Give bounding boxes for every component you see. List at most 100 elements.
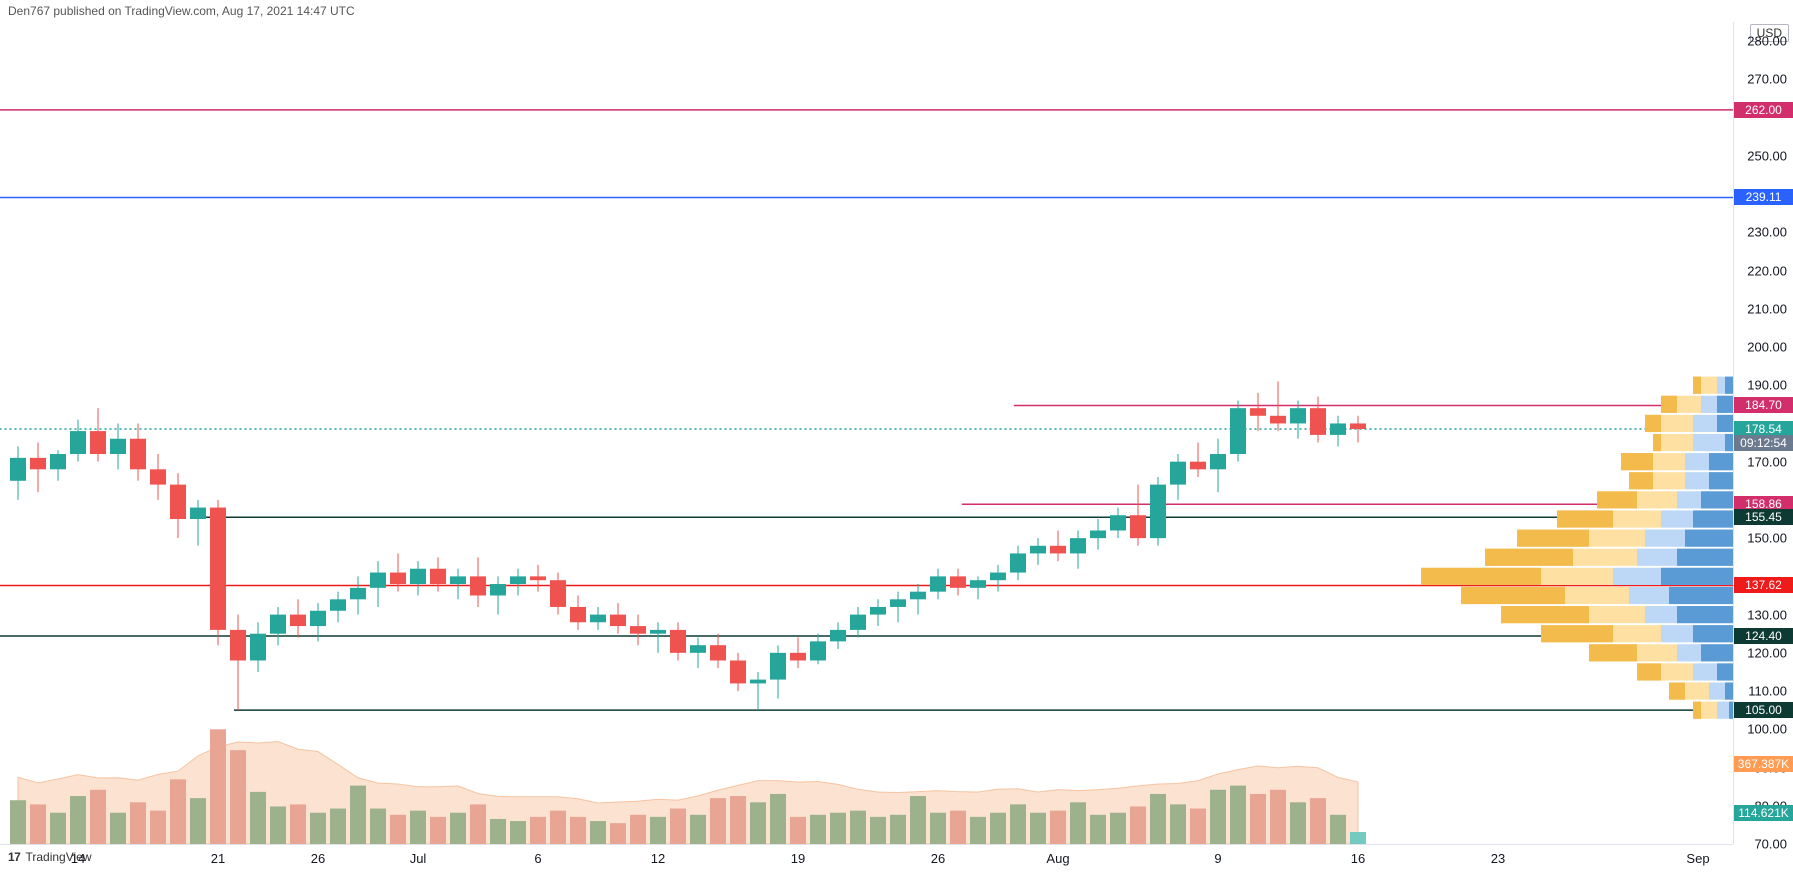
price-tag[interactable]: 367.387K bbox=[1734, 756, 1793, 772]
candle-body[interactable] bbox=[190, 508, 206, 519]
candle-body[interactable] bbox=[850, 615, 866, 630]
volume-bar bbox=[170, 779, 186, 844]
candle-body[interactable] bbox=[610, 615, 626, 626]
candle-body[interactable] bbox=[1050, 546, 1066, 554]
candle-body[interactable] bbox=[750, 680, 766, 684]
volume-profile-row bbox=[1693, 510, 1733, 527]
y-axis-tick: 130.00 bbox=[1747, 607, 1787, 622]
volume-profile-row bbox=[1637, 663, 1661, 680]
candle-body[interactable] bbox=[1350, 423, 1366, 429]
candle-body[interactable] bbox=[330, 599, 346, 610]
candle-body[interactable] bbox=[1150, 485, 1166, 539]
price-tag[interactable]: 114.621K bbox=[1734, 805, 1793, 821]
candle-body[interactable] bbox=[230, 630, 246, 661]
candle-body[interactable] bbox=[110, 439, 126, 454]
volume-bar bbox=[250, 792, 266, 844]
volume-bar bbox=[490, 819, 506, 844]
volume-profile-row bbox=[1717, 396, 1733, 413]
volume-bar bbox=[570, 817, 586, 844]
candle-body[interactable] bbox=[1330, 423, 1346, 434]
candle-body[interactable] bbox=[350, 588, 366, 599]
candle-body[interactable] bbox=[1270, 416, 1286, 424]
volume-bar bbox=[550, 811, 566, 844]
candle-body[interactable] bbox=[690, 645, 706, 653]
volume-bar bbox=[230, 750, 246, 844]
volume-profile-row bbox=[1693, 702, 1701, 719]
candle-body[interactable] bbox=[870, 607, 886, 615]
candle-body[interactable] bbox=[710, 645, 726, 660]
candle-body[interactable] bbox=[1110, 515, 1126, 530]
candle-body[interactable] bbox=[450, 576, 466, 584]
candle-body[interactable] bbox=[950, 576, 966, 587]
candle-body[interactable] bbox=[130, 439, 146, 470]
candle-body[interactable] bbox=[1090, 530, 1106, 538]
candle-body[interactable] bbox=[430, 569, 446, 584]
candle-body[interactable] bbox=[530, 576, 546, 580]
price-tag[interactable]: 09:12:54 bbox=[1734, 435, 1793, 451]
price-tag[interactable]: 155.45 bbox=[1734, 509, 1793, 525]
chart-root: Den767 published on TradingView.com, Aug… bbox=[0, 0, 1793, 872]
candle-body[interactable] bbox=[790, 653, 806, 661]
candle-body[interactable] bbox=[1070, 538, 1086, 553]
price-tag[interactable]: 124.40 bbox=[1734, 628, 1793, 644]
candle-body[interactable] bbox=[30, 458, 46, 469]
candle-body[interactable] bbox=[910, 592, 926, 600]
time-axis[interactable]: 142126Jul6121926Aug91623Sep6 bbox=[0, 844, 1733, 872]
price-tag[interactable]: 105.00 bbox=[1734, 702, 1793, 718]
candle-body[interactable] bbox=[310, 611, 326, 626]
candle-body[interactable] bbox=[470, 576, 486, 595]
candle-body[interactable] bbox=[1310, 408, 1326, 435]
price-axis[interactable]: USD 280.00270.00250.00230.00220.00210.00… bbox=[1733, 22, 1793, 844]
candle-body[interactable] bbox=[90, 431, 106, 454]
candle-body[interactable] bbox=[650, 630, 666, 634]
candle-body[interactable] bbox=[1170, 462, 1186, 485]
candle-body[interactable] bbox=[770, 653, 786, 680]
price-tag[interactable]: 184.70 bbox=[1734, 397, 1793, 413]
candle-body[interactable] bbox=[1190, 462, 1206, 470]
candle-body[interactable] bbox=[250, 634, 266, 661]
y-axis-tick: 270.00 bbox=[1747, 72, 1787, 87]
candle-body[interactable] bbox=[10, 458, 26, 481]
candle-body[interactable] bbox=[930, 576, 946, 591]
candle-body[interactable] bbox=[490, 584, 506, 595]
price-tag[interactable]: 239.11 bbox=[1734, 189, 1793, 205]
candle-body[interactable] bbox=[410, 569, 426, 584]
candle-body[interactable] bbox=[1010, 553, 1026, 572]
volume-bar bbox=[770, 794, 786, 844]
candle-body[interactable] bbox=[1210, 454, 1226, 469]
candle-body[interactable] bbox=[990, 573, 1006, 581]
candle-body[interactable] bbox=[1230, 408, 1246, 454]
candle-body[interactable] bbox=[510, 576, 526, 584]
volume-profile-row bbox=[1541, 625, 1613, 642]
candle-body[interactable] bbox=[210, 508, 226, 630]
candle-body[interactable] bbox=[1250, 408, 1266, 416]
candle-body[interactable] bbox=[370, 573, 386, 588]
candle-body[interactable] bbox=[890, 599, 906, 607]
candle-body[interactable] bbox=[570, 607, 586, 622]
candle-body[interactable] bbox=[290, 615, 306, 626]
candle-body[interactable] bbox=[1030, 546, 1046, 554]
volume-bar bbox=[1290, 802, 1306, 844]
candle-body[interactable] bbox=[970, 580, 986, 588]
candle-body[interactable] bbox=[830, 630, 846, 641]
candle-body[interactable] bbox=[550, 580, 566, 607]
candle-body[interactable] bbox=[70, 431, 86, 454]
candle-body[interactable] bbox=[630, 626, 646, 634]
volume-profile-row bbox=[1557, 510, 1613, 527]
candle-body[interactable] bbox=[50, 454, 66, 469]
volume-bar bbox=[1210, 790, 1226, 844]
candle-body[interactable] bbox=[730, 660, 746, 683]
price-tag[interactable]: 262.00 bbox=[1734, 102, 1793, 118]
candle-body[interactable] bbox=[810, 641, 826, 660]
candle-body[interactable] bbox=[170, 485, 186, 519]
volume-bar bbox=[510, 821, 526, 844]
candle-body[interactable] bbox=[390, 573, 406, 584]
chart-plot-area[interactable] bbox=[0, 22, 1733, 844]
candle-body[interactable] bbox=[150, 469, 166, 484]
candle-body[interactable] bbox=[1290, 408, 1306, 423]
price-tag[interactable]: 137.62 bbox=[1734, 577, 1793, 593]
candle-body[interactable] bbox=[270, 615, 286, 634]
candle-body[interactable] bbox=[1130, 515, 1146, 538]
candle-body[interactable] bbox=[670, 630, 686, 653]
candle-body[interactable] bbox=[590, 615, 606, 623]
